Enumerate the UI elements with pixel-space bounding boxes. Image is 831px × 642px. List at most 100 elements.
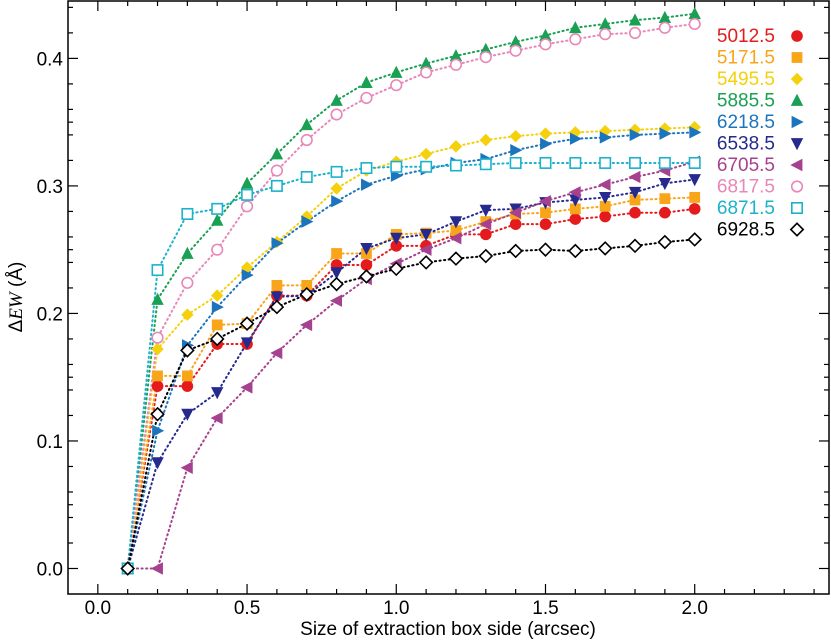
legend-label: 5885.5: [717, 91, 775, 112]
data-point: [150, 406, 165, 422]
data-point: [211, 213, 224, 226]
x-tick-label: 0.0: [85, 598, 111, 619]
data-point: [359, 269, 374, 284]
series-line-5885.5: [126, 12, 696, 570]
legend-label: 5171.5: [717, 48, 775, 69]
data-point: [420, 160, 433, 173]
legend-marker: [791, 115, 804, 129]
data-point: [569, 33, 582, 46]
data-point: [209, 331, 225, 347]
legend-marker: [790, 180, 804, 193]
series-line-6538.5: [126, 178, 696, 570]
data-point: [271, 279, 283, 291]
x-axis-title: Size of extraction box side (arcsec): [300, 619, 596, 640]
data-point: [330, 182, 343, 195]
data-point: [390, 240, 403, 252]
data-point: [658, 21, 671, 34]
data-point: [539, 38, 552, 51]
data-point: [240, 381, 253, 394]
data-point: [628, 123, 642, 137]
legend-label: 6928.5: [717, 220, 775, 241]
data-point: [269, 299, 285, 315]
data-point: [628, 186, 642, 199]
data-point: [329, 294, 342, 307]
data-point: [181, 408, 194, 421]
legend-marker: [790, 158, 803, 172]
data-point: [390, 232, 403, 245]
data-point: [599, 200, 611, 212]
data-point: [449, 58, 463, 71]
data-point: [152, 370, 163, 382]
data-point: [449, 140, 463, 153]
data-point: [449, 159, 462, 172]
data-point: [211, 300, 224, 314]
series-line-6705.5: [126, 160, 696, 570]
data-point: [479, 51, 492, 64]
series-points: [120, 7, 703, 576]
data-point: [211, 319, 223, 331]
data-point: [210, 411, 223, 425]
data-point: [568, 243, 583, 259]
legend-label: 6705.5: [717, 155, 775, 176]
data-point: [659, 206, 671, 219]
data-point: [181, 308, 194, 321]
data-point: [598, 178, 611, 191]
data-point: [509, 35, 522, 48]
data-point: [598, 191, 612, 205]
legend-label: 5012.5: [717, 26, 775, 47]
x-tick-label: 2.0: [681, 598, 707, 619]
series-points-6817.5: [121, 17, 701, 575]
data-point: [479, 204, 493, 217]
data-point: [360, 91, 373, 105]
data-point: [449, 232, 462, 245]
y-axis-title-ew: EW: [6, 290, 27, 321]
data-point: [449, 216, 463, 229]
data-point: [539, 156, 552, 169]
series-lines: [126, 12, 696, 570]
data-point: [330, 267, 343, 280]
data-point: [211, 243, 224, 256]
y-axis: 0.0 0.1 0.2 0.3 0.4: [37, 6, 829, 580]
data-point: [658, 10, 672, 23]
data-point: [479, 42, 493, 55]
data-point: [629, 194, 641, 206]
data-point: [509, 218, 522, 230]
data-point: [599, 210, 611, 223]
data-point: [419, 243, 432, 256]
data-point: [598, 124, 612, 138]
data-point: [181, 246, 194, 259]
series-line-6817.5: [126, 22, 696, 570]
series-points-5885.5: [121, 7, 701, 574]
data-point: [388, 261, 404, 277]
data-point: [360, 243, 373, 256]
legend-label: 6538.5: [717, 134, 775, 155]
data-point: [538, 242, 553, 258]
data-point: [300, 118, 313, 131]
data-point: [360, 75, 373, 89]
data-point: [687, 232, 703, 247]
data-point: [538, 195, 551, 208]
data-point: [151, 264, 164, 277]
data-point: [627, 238, 643, 254]
legend-marker: [790, 138, 804, 151]
x-tick-label: 1.0: [383, 598, 409, 619]
series-line-6928.5: [126, 238, 696, 570]
data-point: [540, 207, 551, 219]
data-point: [240, 337, 254, 350]
legend-marker: [790, 202, 803, 215]
data-point: [181, 276, 194, 289]
series-points-5495.5: [121, 121, 701, 575]
legend-marker: [791, 52, 803, 63]
data-point: [299, 286, 315, 302]
data-point: [569, 21, 582, 34]
legend-marker: [790, 72, 804, 86]
y-tick-label: 0.2: [37, 304, 63, 325]
data-point: [271, 237, 284, 250]
data-point: [150, 562, 163, 575]
data-point: [569, 213, 582, 225]
series-points-6705.5: [120, 155, 701, 575]
data-point: [658, 177, 672, 191]
y-tick-label: 0.1: [37, 432, 63, 453]
data-point: [152, 424, 165, 437]
